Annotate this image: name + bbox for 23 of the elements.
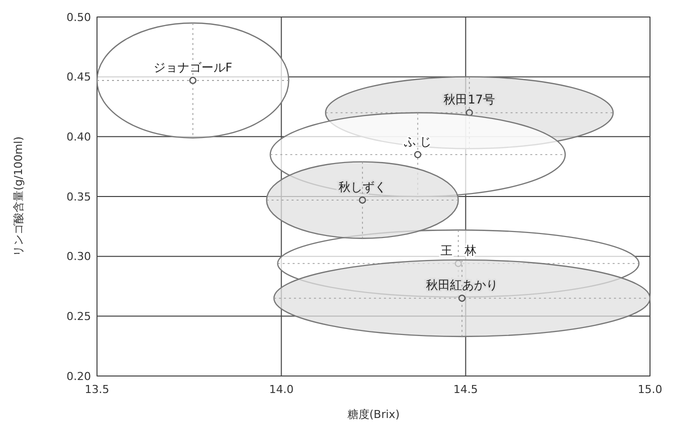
point (358, 196, 366, 204)
series-label: 秋田17号 (444, 92, 495, 107)
point (414, 151, 422, 158)
point (458, 294, 466, 302)
series-label: ジョナゴールF (153, 60, 232, 74)
series-label: 王 林 (440, 244, 476, 258)
x-tick-label: 15.0 (638, 383, 662, 396)
y-tick-label: 0.35 (66, 190, 91, 204)
x-axis-title: 糖度(Brix) (347, 408, 400, 421)
y-tick-label: 0.30 (66, 250, 91, 264)
x-tick-label: 13.5 (84, 383, 110, 396)
series-label: 秋しずく (338, 180, 386, 194)
y-tick-label: 0.40 (66, 130, 91, 144)
x-tick-label: 14.0 (269, 383, 294, 396)
y-tick-label: 0.20 (66, 370, 91, 383)
y-axis-title: リンゴ酸含量(g/100ml) (12, 136, 25, 257)
y-tick-label: 0.50 (66, 10, 91, 24)
series-label: ふ じ (402, 134, 432, 149)
series-label: 秋田紅あかり (426, 278, 498, 292)
y-tick-label: 0.45 (66, 70, 91, 84)
y-tick-label: 0.25 (66, 310, 91, 324)
point (189, 76, 196, 84)
x-tick-label: 14.5 (453, 383, 478, 396)
